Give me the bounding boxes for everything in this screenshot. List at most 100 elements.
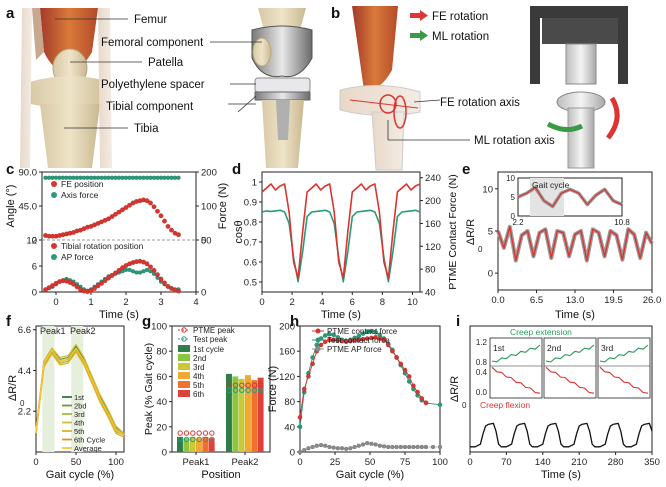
e-ytick-label: 0 (488, 269, 493, 280)
g-marker-test-peak (196, 436, 202, 443)
g-marker-ptme-peak (245, 382, 251, 388)
g-bar (226, 373, 232, 452)
h-ptme-force-point (415, 389, 420, 395)
label-fe-rotation-axis: FE rotation axis (440, 97, 520, 109)
g-plot-frame (171, 325, 271, 453)
legend-ml-rotation: ML rotation (432, 31, 489, 43)
i-creep-flexion-trace (545, 366, 595, 394)
g-legend-swatch (178, 345, 190, 352)
c-fe-position-point (165, 223, 171, 229)
g-marker-ptme-peak (209, 430, 215, 436)
i-ytick-label: 0.8 (476, 358, 488, 367)
h-xtick-label: 50 (365, 457, 376, 468)
g-marker-ptme-peak (202, 430, 209, 436)
h-ptme-force-point (373, 334, 378, 340)
label-ml-rotation-axis: ML rotation axis (474, 135, 555, 147)
i-xtick-label: 350 (644, 457, 660, 468)
h-xtick-label: 25 (330, 457, 341, 468)
h-ytick-label: 120 (279, 372, 295, 383)
c-tibial-rotation-point (165, 283, 171, 289)
h-ap-force-point (318, 442, 324, 448)
g-marker-test-peak (251, 387, 258, 393)
h-ap-force-point (302, 447, 307, 453)
f-line-average (35, 347, 125, 436)
h-ap-force-point (423, 444, 429, 450)
g-legend-label: Test peak (193, 335, 228, 344)
label-polyethylene-spacer: Polyethylene spacer (101, 79, 205, 91)
g-ytick-label: 80 (156, 347, 167, 358)
c-tibial-rotation-point (74, 284, 80, 290)
h-ptme-force-point (310, 361, 315, 367)
d-left-ytick-label: 0.8 (244, 218, 257, 229)
c-tibial-rotation-point (109, 273, 115, 278)
c-tibial-rotation-point (113, 270, 118, 276)
c-legend-marker (51, 254, 57, 260)
c-tibial-rotation-point (120, 265, 125, 271)
c-tibial-rotation-point (88, 288, 94, 294)
g-ytick-label: 0 (162, 448, 167, 459)
h-ap-force-point (365, 441, 370, 446)
i-cycle-label: 3rd (601, 343, 614, 353)
h-ptme-force-point (301, 386, 307, 392)
panel-label-a: a (6, 5, 15, 22)
fixture-illustration (530, 6, 628, 169)
c-fe-position-point (116, 209, 122, 215)
e-inset-xtick: 2.2 (512, 218, 524, 227)
h-test-force-point (297, 424, 303, 430)
knee-implant-illustration (251, 8, 313, 168)
d-right-ytick-label: 120 (425, 242, 441, 253)
legend-fe-rotation: FE rotation (432, 11, 488, 23)
h-ap-force-point (352, 444, 357, 450)
chart-panel-i: i 0 70 140 210 280 350 1st 2nd 3rd Creep extension… (449, 313, 660, 481)
h-legend-label: Test contact force (327, 336, 390, 345)
g-marker-ptme-peak (196, 430, 202, 436)
c-legend-fe-position: FE position (61, 179, 104, 189)
panel-b: b FE rotation ML rotation FE rotation ax… (331, 5, 628, 171)
d-left-ytick-label: 0.5 (244, 278, 257, 289)
g-bar (202, 436, 209, 452)
g-legend-label: 4th (193, 372, 204, 381)
label-femoral-component: Femoral component (101, 37, 204, 49)
panel-label-c: c (6, 161, 14, 178)
panel-label-h: h (290, 313, 299, 330)
f-legend-label: 6th Cycle (74, 436, 105, 445)
i-plot-frame (469, 325, 653, 453)
e-inset-title: Gait cycle (532, 180, 570, 190)
h-ap-force-point (310, 444, 315, 450)
h-ptme-force-point (306, 374, 311, 379)
g-legend-label: 3rd (193, 363, 205, 372)
e-xtick-label: 0.0 (491, 295, 504, 306)
g-ytick-label: 100 (151, 322, 167, 333)
h-ap-force-point (297, 449, 303, 455)
c-fe-position-point (144, 198, 150, 204)
c-fe-position-point (176, 232, 181, 238)
c-fe-position-point (169, 227, 174, 233)
h-xlabel: Gait cycle (%) (336, 469, 404, 481)
g-xlabel: Position (201, 469, 240, 481)
g-ytick-label: 20 (156, 422, 167, 433)
c-fe-position-point (123, 205, 129, 210)
f-xtick-label: 0 (33, 457, 38, 468)
c-tibial-rotation-point (106, 275, 111, 281)
h-ap-force-point (394, 444, 399, 450)
e-ytick-label: 5 (488, 227, 493, 238)
ml-rotation-swatch (410, 33, 420, 38)
d-xtick-label: 8 (380, 297, 385, 308)
chart-panel-h: h 0 40 80 120 160 200 0 25 50 75 100 PTME contact fo… (267, 313, 448, 481)
c-tibial-rotation-point (92, 286, 97, 291)
d-xtick-label: 4 (320, 297, 325, 308)
d-left-ytick-label: 0.9 (244, 198, 257, 209)
g-marker-test-peak (232, 387, 239, 393)
g-marker-ptme-peak (190, 430, 196, 436)
i-ytick-label: 1.2 (476, 338, 488, 347)
g-legend-label: 5th (193, 381, 204, 390)
label-tibial-component: Tibial component (106, 101, 194, 113)
g-marker-test-peak (258, 387, 264, 393)
d-right-ytick-label: 80 (425, 265, 436, 276)
f-line-4th (35, 343, 125, 434)
c-ylabel-left: Angle (°) (5, 185, 17, 228)
g-bar (208, 438, 215, 452)
f-legend-label: 5th (74, 427, 84, 436)
e-ylabel-subscript: 0 (478, 245, 483, 254)
